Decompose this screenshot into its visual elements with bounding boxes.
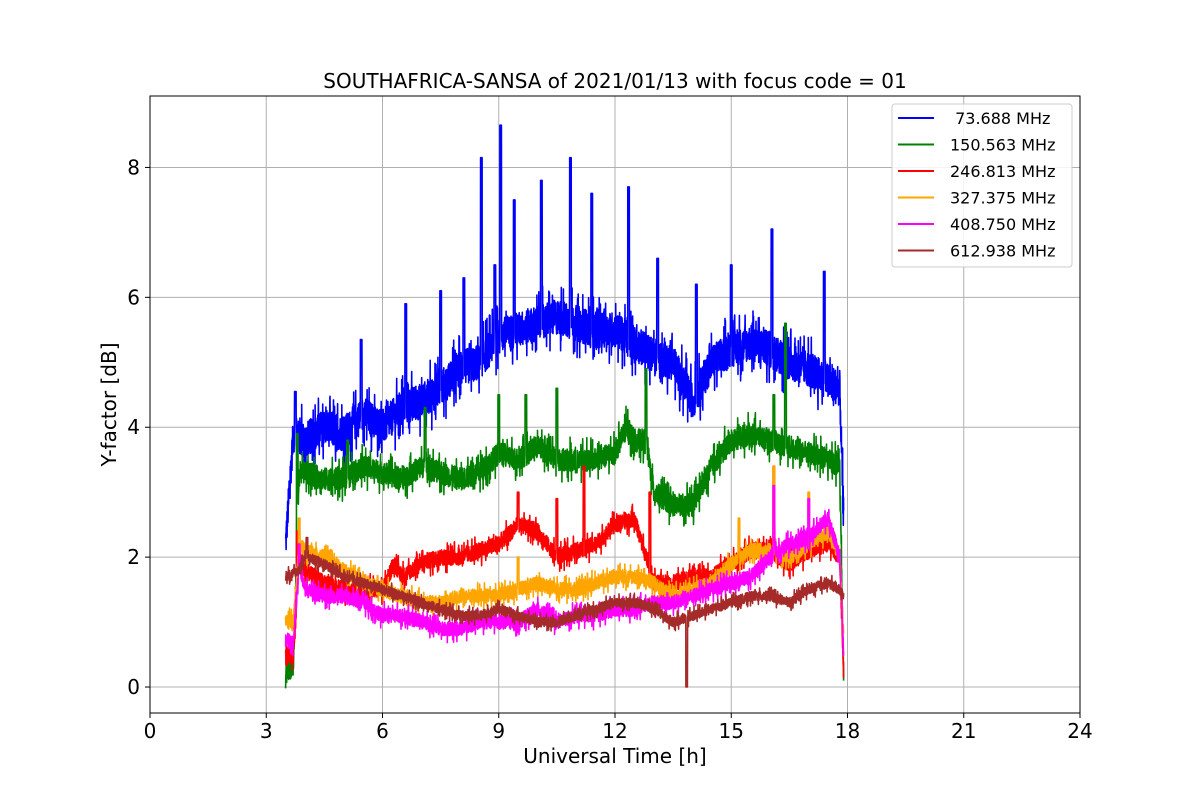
legend-box: [891, 103, 1073, 268]
legend-label: 327.375 MHz: [950, 189, 1055, 208]
legend: 73.688 MHz 150.563 MHz 246.813 MHz 327.375 …: [891, 103, 1073, 268]
y-tick-label: 6: [127, 285, 140, 309]
legend-label: 246.813 MHz: [950, 162, 1055, 181]
legend-label: 150.563 MHz: [950, 136, 1055, 155]
series-line: [284, 465, 845, 634]
x-tick-label: 12: [602, 719, 627, 743]
x-tick-label: 3: [260, 719, 273, 743]
plot-area: [284, 124, 845, 689]
series-line: [284, 536, 845, 688]
series-line: [284, 322, 845, 689]
legend-label: 73.688 MHz: [950, 109, 1050, 128]
legend-label: 612.938 MHz: [950, 242, 1055, 261]
x-tick-label: 21: [951, 719, 976, 743]
x-axis-label: Universal Time [h]: [523, 744, 706, 768]
x-axis: 0 3 6 9 12 15 18 21 24: [144, 713, 1093, 743]
series-line: [284, 484, 845, 657]
y-tick-label: 2: [127, 545, 140, 569]
x-tick-label: 15: [719, 719, 744, 743]
legend-label: 408.750 MHz: [950, 215, 1055, 234]
y-axis-label: Y-factor [dB]: [97, 342, 121, 467]
x-tick-label: 0: [144, 719, 157, 743]
series-line: [284, 124, 845, 551]
x-tick-label: 18: [835, 719, 860, 743]
x-tick-label: 24: [1067, 719, 1092, 743]
y-tick-label: 8: [127, 155, 140, 179]
series-layer: [284, 124, 845, 689]
x-tick-label: 6: [376, 719, 389, 743]
x-tick-label: 9: [492, 719, 505, 743]
chart-title: SOUTHAFRICA-SANSA of 2021/01/13 with foc…: [323, 69, 907, 93]
y-tick-label: 0: [127, 675, 140, 699]
y-tick-label: 4: [127, 415, 140, 439]
y-axis: 0 2 4 6 8: [127, 155, 150, 699]
